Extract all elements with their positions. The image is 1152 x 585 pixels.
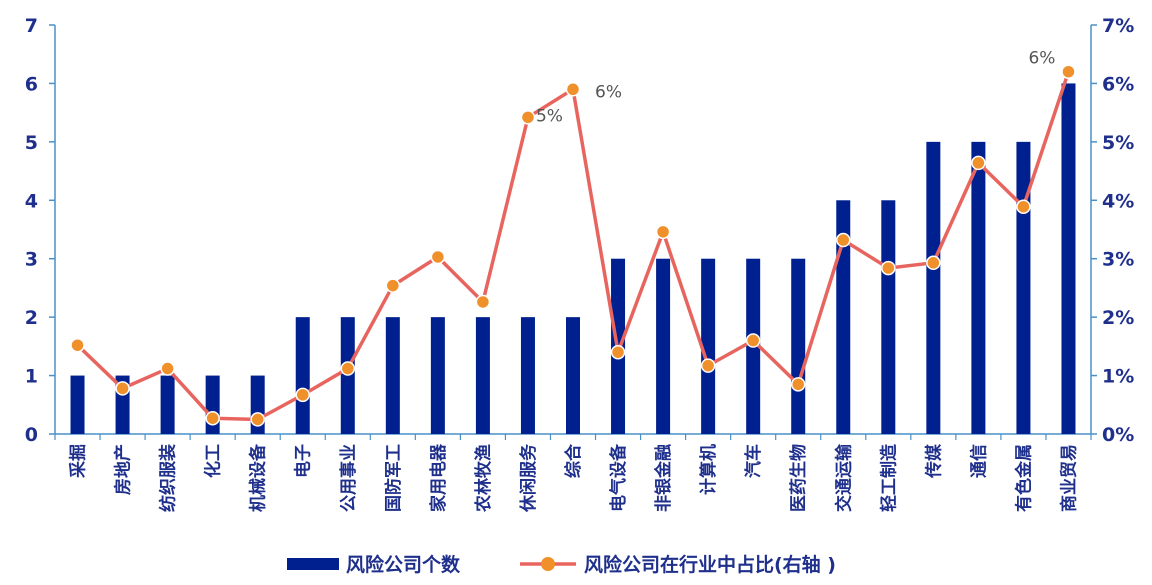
category-label: 休闲服务: [518, 443, 539, 513]
category-label: 传媒: [923, 443, 944, 479]
ratio-point: [385, 278, 401, 293]
ratio-point: [790, 377, 806, 392]
right-tick-label: 3%: [1102, 249, 1134, 271]
right-tick-label: 7%: [1102, 15, 1134, 37]
ratio-point: [160, 361, 175, 376]
category-label: 家用电器: [428, 443, 449, 512]
bars-layer: [70, 83, 1076, 434]
left-tick-label: 6: [25, 73, 38, 95]
ratio-point: [250, 412, 265, 427]
bar: [295, 317, 310, 434]
ratio-point: [115, 381, 130, 396]
ratio-point: [340, 361, 356, 376]
line-layer: [70, 64, 1076, 427]
bar: [1016, 141, 1031, 434]
category-label: 房地产: [113, 444, 134, 495]
right-tick-label: 2%: [1102, 307, 1134, 329]
bar: [926, 141, 941, 434]
bar: [791, 258, 806, 434]
data-label: 6%: [595, 82, 622, 102]
right-tick-label: 1%: [1102, 366, 1134, 388]
category-label: 有色金属: [1013, 444, 1034, 512]
right-tick-label: 6%: [1102, 73, 1134, 95]
left-tick-label: 4: [25, 190, 38, 212]
bar: [475, 317, 490, 434]
legend-label-line: 风险公司在行业中占比(右轴 ): [584, 553, 836, 576]
ratio-point: [295, 387, 310, 403]
ratio-point: [70, 337, 85, 353]
left-tick-label: 1: [25, 366, 38, 388]
ratio-point: [565, 82, 581, 97]
category-label: 计算机: [698, 444, 719, 495]
ratio-point: [926, 255, 941, 271]
bar: [70, 375, 85, 434]
labels-layer: 5% 6% 6%: [536, 49, 1056, 127]
category-label: 汽车: [743, 444, 764, 478]
bar: [656, 258, 671, 434]
ratio-point: [610, 344, 626, 360]
ratio-point: [430, 249, 446, 265]
left-tick-label: 2: [25, 307, 38, 329]
left-tick-label: 7: [25, 15, 38, 37]
category-label: 化工: [203, 444, 224, 478]
ratio-point: [971, 155, 986, 171]
category-label: 轻工制造: [878, 443, 899, 512]
ratio-point: [475, 294, 491, 310]
bar: [160, 375, 175, 434]
bar: [701, 258, 716, 434]
category-label: 农林牧渔: [473, 444, 494, 513]
category-label: 纺织服装: [158, 444, 179, 512]
legend-label-bars: 风险公司个数: [346, 553, 461, 576]
axes-layer: 0 1 2 3 4 5 6 7 0% 1% 2% 3% 4% 5% 6% 7% 采掘 房地产 纺织服装 化工 机械设备 电…: [25, 15, 1135, 513]
category-label: 电气设备: [608, 443, 629, 512]
ratio-point: [520, 110, 536, 125]
category-label: 非银金融: [653, 444, 674, 512]
left-tick-label: 3: [25, 249, 38, 271]
category-label: 采掘: [68, 444, 89, 479]
bar: [971, 141, 986, 434]
ratio-point: [700, 358, 716, 373]
bar: [430, 317, 445, 434]
ratio-point: [1016, 199, 1031, 214]
bar: [385, 317, 400, 434]
right-tick-label: 4%: [1102, 190, 1134, 212]
bar: [520, 317, 535, 434]
legend-marker-line: [541, 557, 555, 571]
bar: [836, 200, 851, 434]
bar: [566, 317, 580, 434]
category-label: 通信: [968, 444, 989, 478]
category-label: 国防军工: [383, 444, 404, 512]
right-tick-label: 0%: [1102, 424, 1134, 446]
bar: [1061, 83, 1076, 434]
left-tick-label: 5: [25, 132, 38, 154]
legend-layer: 风险公司个数 风险公司在行业中占比(右轴 ): [287, 553, 836, 576]
ratio-point: [745, 333, 761, 348]
ratio-point: [836, 232, 851, 248]
legend-swatch-bars: [287, 558, 339, 570]
data-label: 6%: [1028, 49, 1055, 69]
ratio-point: [1061, 64, 1076, 79]
category-label: 机械设备: [248, 443, 269, 512]
data-label: 5%: [536, 106, 563, 126]
bar: [881, 200, 896, 434]
category-label: 商业贸易: [1058, 444, 1079, 512]
ratio-point: [205, 410, 220, 426]
category-label: 电子: [293, 444, 314, 478]
right-tick-label: 5%: [1102, 132, 1134, 154]
category-label: 医药生物: [788, 444, 809, 512]
ratio-point: [881, 260, 896, 276]
category-label: 公用事业: [339, 444, 359, 512]
ratio-point: [655, 224, 671, 240]
left-tick-label: 0: [25, 424, 38, 446]
category-label: 综合: [563, 443, 584, 478]
category-label: 交通运输: [833, 443, 854, 512]
